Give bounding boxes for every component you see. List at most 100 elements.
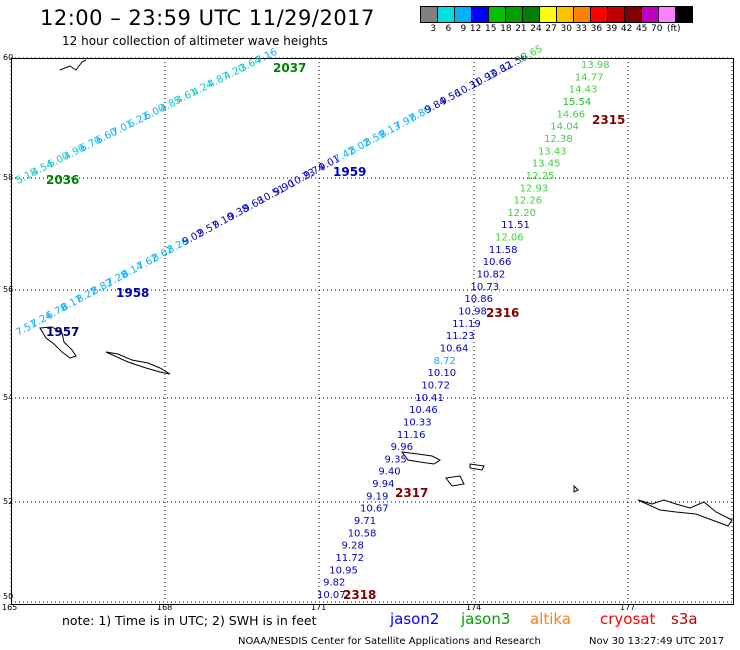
lon-label-177: 177: [620, 603, 636, 612]
aleutian-islands-1: [400, 451, 441, 465]
lon-label-171: 171: [311, 603, 327, 612]
track-altika-value: 9.35: [385, 454, 407, 465]
track-altika-value: 10.41: [415, 393, 444, 404]
track-altika-value: 9.40: [378, 467, 400, 478]
track-altika-value: 10.73: [470, 282, 499, 293]
alaska-coast: [59, 59, 87, 71]
legend-label-12: 39: [605, 24, 618, 34]
legend-label-6: 21: [515, 24, 527, 34]
footer-credit: NOAA/NESDIS Center for Satellite Applica…: [238, 636, 541, 647]
time-label-2318: 2318: [343, 588, 376, 602]
track-altika-value: 12.93: [520, 183, 549, 194]
track-altika-value: 11.19: [452, 319, 481, 330]
legend-label-15: 70: [651, 24, 663, 34]
track-altika-value: 8.72: [434, 356, 456, 367]
legend-label-3: 12: [469, 24, 482, 34]
legend-swatch-15: [675, 6, 693, 23]
track-altika-value: 9.71: [354, 516, 376, 527]
legend-label-10: 33: [575, 24, 588, 34]
track-altika-value: 12.26: [513, 196, 542, 207]
track-altika-value: 10.67: [360, 504, 389, 515]
track-altika-value: 10.46: [409, 405, 438, 416]
track-altika-value: 15.54: [563, 97, 592, 108]
legend-label-7: 24: [530, 24, 542, 34]
legend-unit: (ft): [666, 24, 681, 34]
color-scale-legend: [420, 6, 693, 23]
track-altika-value: 12.06: [495, 233, 524, 244]
legend-label-1: 6: [445, 24, 452, 34]
map-frame: [11, 58, 734, 605]
track-altika-value: 9.82: [323, 578, 345, 589]
legend-label-8: 27: [545, 24, 557, 34]
satellite-jason2: jason2: [390, 610, 440, 628]
time-label-2036: 2036: [46, 173, 79, 187]
lon-label-174: 174: [466, 603, 482, 612]
track-altika-value: 10.86: [464, 294, 493, 305]
legend-label-13: 42: [620, 24, 633, 34]
track-altika-value: 14.77: [575, 72, 604, 83]
legend-label-0: 3: [430, 24, 437, 34]
lon-label-165: 165: [2, 603, 18, 612]
track-altika-value: 14.43: [569, 85, 598, 96]
track-jason2-value: 13.65: [514, 43, 544, 66]
time-label-1959: 1959: [333, 165, 366, 179]
track-altika-value: 14.04: [550, 122, 579, 133]
time-label-2317: 2317: [395, 486, 428, 500]
time-label-1958: 1958: [116, 286, 149, 300]
aleutian-islands-4: [637, 499, 733, 527]
track-altika-value: 13.45: [532, 159, 561, 170]
track-altika-value: 11.58: [489, 245, 518, 256]
track-altika-value: 11.51: [501, 220, 530, 231]
chart-subtitle: 12 hour collection of altimeter wave hei…: [62, 34, 328, 48]
track-altika-value: 11.72: [335, 553, 364, 564]
track-altika-value: 9.96: [391, 442, 413, 453]
wave-height-tracks: 5.184.545.004.906.706.607.016.226.004.85…: [14, 43, 625, 602]
lat-label-50: 50: [3, 592, 14, 601]
time-label-1957: 1957: [46, 325, 79, 339]
satellite-s3a: s3a: [671, 610, 698, 628]
track-altika-value: 10.72: [421, 380, 450, 391]
island-large: [39, 326, 77, 359]
lat-label-54: 54: [3, 393, 14, 402]
track-altika-value: 9.28: [342, 541, 364, 552]
track-altika-value: 10.66: [483, 257, 512, 268]
coastline-land: [39, 59, 733, 527]
track-altika-value: 10.10: [428, 368, 457, 379]
footer-timestamp: Nov 30 13:27:49 UTC 2017: [589, 636, 725, 647]
track-altika-value: 10.58: [348, 528, 377, 539]
legend-label-2: 9: [460, 24, 467, 34]
track-altika-value: 12.20: [507, 208, 536, 219]
satellite-jason3: jason3: [461, 610, 511, 628]
track-altika-value: 10.82: [477, 270, 506, 281]
time-label-2315: 2315: [592, 113, 625, 127]
footer-note: note: 1) Time is in UTC; 2) SWH is in fe…: [62, 613, 317, 628]
island-small: [105, 351, 171, 375]
legend-label-14: 45: [635, 24, 648, 34]
legend-label-11: 36: [590, 24, 603, 34]
satellite-cryosat: cryosat: [600, 610, 656, 628]
track-altika-value: 10.33: [403, 417, 432, 428]
chart-title: 12:00 – 23:59 UTC 11/29/2017: [40, 6, 375, 30]
legend-label-4: 15: [485, 24, 497, 34]
track-altika-value: 13.43: [538, 146, 567, 157]
lat-label-56: 56: [3, 285, 14, 294]
track-altika-value: 10.95: [329, 565, 358, 576]
color-scale-labels: 3 6 9 12 15 18 21 24 27 30 33 36 39 42 45 70 (ft): [421, 24, 681, 34]
track-altika-value: 12.25: [526, 171, 555, 182]
track-altika-value: 12.38: [544, 134, 573, 145]
lat-label-58: 58: [3, 173, 14, 182]
lat-label-60: 60: [3, 53, 14, 62]
track-altika-value: 13.98: [581, 60, 610, 71]
track-altika-value: 10.07: [317, 590, 346, 601]
track-altika-value: 14.66: [556, 109, 585, 120]
aleutian-islands-2: [445, 475, 465, 487]
time-label-2037: 2037: [273, 61, 306, 75]
track-altika-value: 11.23: [446, 331, 475, 342]
track-altika-value: 11.16: [397, 430, 426, 441]
aleutian-islands-5: [573, 484, 579, 493]
lat-lon-grid: [10, 57, 733, 603]
time-label-2316: 2316: [486, 306, 519, 320]
legend-label-9: 30: [560, 24, 572, 34]
satellite-altika: altika: [530, 610, 572, 628]
